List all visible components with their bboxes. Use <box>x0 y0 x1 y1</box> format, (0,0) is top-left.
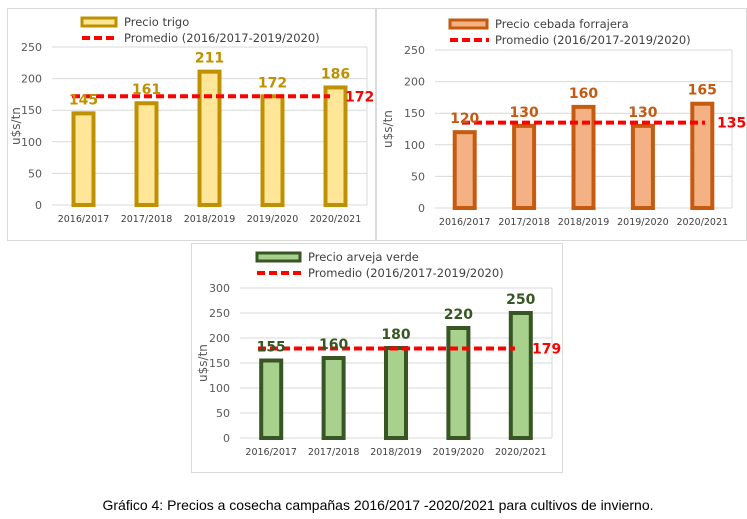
data-label: 172 <box>258 75 287 91</box>
chart-frame <box>191 243 563 473</box>
x-tick-label: 2017/2018 <box>308 447 360 458</box>
bar <box>690 101 715 210</box>
y-tick-label: 150 <box>404 107 425 120</box>
data-label: 160 <box>319 337 348 353</box>
data-label: 250 <box>506 292 535 308</box>
legend-average-label: Promedio (2016/2017-2019/2020) <box>495 33 691 47</box>
bar <box>384 346 408 440</box>
y-tick-label: 150 <box>21 104 42 117</box>
y-tick-label: 150 <box>209 357 230 370</box>
data-label: 161 <box>132 82 161 98</box>
y-tick-label: 250 <box>404 44 425 57</box>
y-tick-label: 200 <box>21 73 42 86</box>
bar <box>321 356 346 440</box>
y-tick-label: 50 <box>28 167 42 180</box>
y-axis-label: u$s/tn <box>196 344 210 382</box>
x-tick-label: 2017/2018 <box>498 217 550 228</box>
bar <box>452 130 477 210</box>
y-tick-label: 50 <box>411 170 425 183</box>
bar <box>512 123 537 210</box>
legend-bar-swatch <box>448 18 489 30</box>
x-tick-label: 2018/2019 <box>184 214 236 225</box>
bar <box>71 111 96 207</box>
data-label: 165 <box>688 83 717 99</box>
y-tick-label: 100 <box>404 139 425 152</box>
data-label: 155 <box>257 340 286 356</box>
bar <box>630 123 655 210</box>
figure-caption: Gráfico 4: Precios a cosecha campañas 20… <box>102 497 654 513</box>
bar <box>197 69 222 208</box>
y-tick-label: 50 <box>216 407 230 420</box>
y-tick-label: 250 <box>209 307 230 320</box>
x-tick-label: 2016/2017 <box>439 217 491 228</box>
bar <box>323 85 348 207</box>
y-axis-label: u$s/tn <box>9 107 23 145</box>
y-tick-label: 0 <box>418 202 425 215</box>
chart-0: 0 50 100 150 200 250 u$s/tn 2016/2017 2017/2018 2… <box>7 8 376 241</box>
bar <box>134 101 159 207</box>
legend-average-label: Promedio (2016/2017-2019/2020) <box>124 31 320 45</box>
y-tick-label: 200 <box>209 332 230 345</box>
y-tick-label: 0 <box>223 432 230 445</box>
x-tick-label: 2020/2021 <box>677 217 729 228</box>
y-tick-label: 200 <box>404 76 425 89</box>
bar <box>260 94 285 207</box>
legend-bar-swatch <box>80 16 118 28</box>
data-label: 130 <box>509 105 538 121</box>
data-label: 160 <box>569 86 598 102</box>
legend-series-label: Precio cebada forrajera <box>495 17 629 31</box>
x-tick-label: 2018/2019 <box>370 447 422 458</box>
legend-series-label: Precio trigo <box>124 15 189 29</box>
y-tick-label: 100 <box>209 382 230 395</box>
data-label: 180 <box>381 327 410 343</box>
y-tick-label: 250 <box>21 41 42 54</box>
y-tick-label: 300 <box>209 282 230 295</box>
y-tick-label: 0 <box>35 199 42 212</box>
bar <box>259 358 284 440</box>
bar <box>446 326 471 440</box>
x-tick-label: 2016/2017 <box>58 214 110 225</box>
average-label: 135 <box>717 116 746 132</box>
x-tick-label: 2016/2017 <box>245 447 297 458</box>
legend-series-label: Precio arveja verde <box>308 250 419 264</box>
bar <box>571 104 596 210</box>
data-label: 220 <box>444 307 473 323</box>
x-tick-label: 2020/2021 <box>310 214 362 225</box>
legend-bar-swatch <box>255 251 302 263</box>
y-tick-label: 100 <box>21 136 42 149</box>
data-label: 130 <box>628 105 657 121</box>
average-label: 172 <box>345 89 374 105</box>
bar <box>508 311 533 440</box>
data-label: 145 <box>69 92 98 108</box>
data-label: 120 <box>450 111 479 127</box>
data-label: 186 <box>321 66 350 82</box>
chart-2: 0 50 100 150 200 250 300 u$s/tn 2016/2017 2017/20… <box>191 243 563 473</box>
x-tick-label: 2019/2020 <box>433 447 485 458</box>
x-tick-label: 2019/2020 <box>617 217 669 228</box>
legend-average-label: Promedio (2016/2017-2019/2020) <box>308 266 504 280</box>
x-tick-label: 2019/2020 <box>247 214 299 225</box>
x-tick-label: 2020/2021 <box>495 447 547 458</box>
y-axis-label: u$s/tn <box>381 110 395 148</box>
chart-1: 0 50 100 150 200 250 u$s/tn 2016/2017 2017/2018 2… <box>376 8 747 241</box>
average-label: 179 <box>532 342 561 358</box>
x-tick-label: 2017/2018 <box>121 214 173 225</box>
data-label: 211 <box>195 51 224 67</box>
x-tick-label: 2018/2019 <box>558 217 610 228</box>
